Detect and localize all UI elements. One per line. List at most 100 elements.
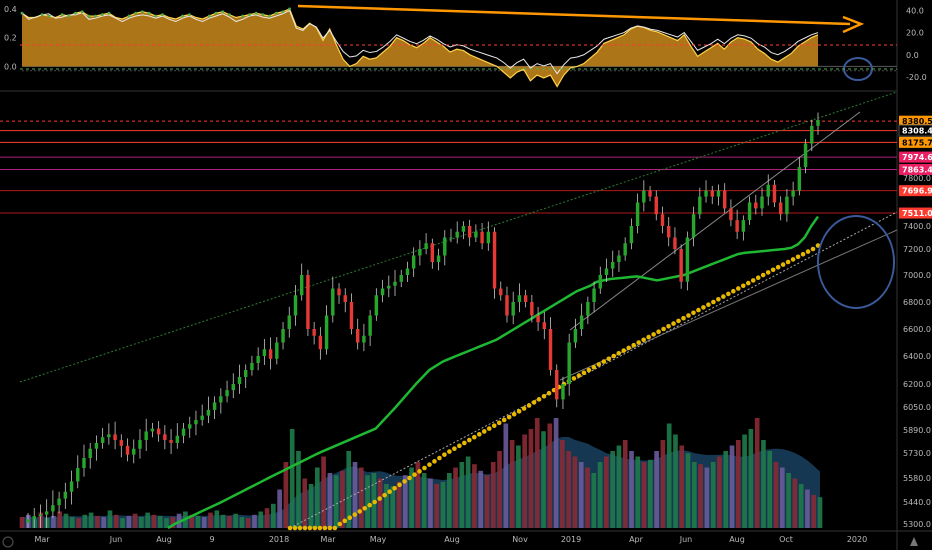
- volume-bar: [685, 453, 691, 528]
- sma-200-dot: [327, 525, 333, 531]
- volume-bar: [428, 478, 433, 528]
- indicator-peak-dot: [47, 14, 51, 18]
- sma-200-dot: [701, 305, 706, 310]
- sma-200-dot: [536, 397, 542, 402]
- candle-body: [206, 409, 211, 416]
- volume-bar: [453, 467, 458, 528]
- candle-body: [318, 335, 323, 350]
- price-tick-label: 6050.0: [903, 403, 931, 412]
- candle-body: [324, 315, 329, 350]
- scroll-up-icon[interactable]: [910, 537, 918, 546]
- indicator-peak-dot: [141, 10, 144, 14]
- candle-body: [212, 402, 217, 410]
- volume-bar: [170, 517, 176, 528]
- time-tick-label: Mar: [34, 535, 50, 544]
- sma-200-dot: [352, 512, 358, 517]
- candle-body: [760, 196, 764, 209]
- time-tick-label: Jun: [679, 535, 693, 544]
- candle-body: [188, 424, 192, 429]
- indicator-right-tick-label: -20.0: [906, 73, 927, 82]
- candle-body: [642, 190, 646, 203]
- candle-body: [94, 442, 99, 449]
- volume-bar: [710, 462, 716, 528]
- price-level-tag: [899, 136, 932, 148]
- sma-200-dot: [377, 496, 382, 501]
- candle-body: [778, 202, 783, 215]
- candle-body: [567, 342, 571, 384]
- candle-body: [623, 243, 627, 256]
- candle-body: [281, 329, 285, 343]
- candle-body: [722, 190, 727, 209]
- volume-bar: [604, 456, 609, 528]
- candle-body: [312, 329, 316, 336]
- volume-bar: [377, 478, 383, 528]
- volume-bar: [396, 481, 402, 528]
- time-tick-label: 2020: [847, 535, 867, 544]
- candle-body: [76, 468, 80, 482]
- price-axis: 7400.0 7200.0 7000.0 6800.0 6600.0 6400.0 6200…: [903, 174, 931, 529]
- sma-200-dot: [476, 432, 482, 437]
- volume-bar: [302, 478, 308, 528]
- candle-body: [517, 295, 522, 302]
- sma-200-dot: [397, 482, 402, 488]
- candle-body: [237, 377, 242, 384]
- candle-body: [704, 190, 708, 197]
- volume-bar: [233, 513, 238, 528]
- price-tick-label: 6400.0: [903, 352, 931, 361]
- volume-bar: [421, 473, 427, 528]
- price-level-lines: [0, 120, 897, 214]
- sma-200-dot: [731, 288, 736, 294]
- indicator-trend-arrow-head: [842, 15, 865, 34]
- candle-body: [181, 428, 186, 436]
- volume-bar: [660, 440, 666, 528]
- sma-200-dot: [765, 270, 771, 275]
- indicator-trend-arrow[interactable]: [297, 4, 851, 26]
- price-tick-label: 5730.0: [903, 449, 931, 458]
- volume-bar: [239, 517, 245, 528]
- time-tick-label: 9: [209, 535, 214, 544]
- price-tick-label: 5440.0: [903, 498, 931, 507]
- volume-bar: [258, 511, 264, 528]
- candle-body: [337, 288, 341, 296]
- candle-body: [150, 428, 155, 432]
- sma-200-dot: [472, 434, 477, 440]
- candle-body: [287, 315, 291, 329]
- volume-bar: [195, 515, 201, 528]
- time-axis: Mar Jun Aug 9 2018 Mar May Aug Nov 2019 Apr Jun Aug O…: [34, 535, 867, 544]
- indicator-peak-dot: [261, 13, 265, 17]
- candle-body: [492, 231, 497, 289]
- candle-body: [474, 231, 478, 238]
- sma-200-dot: [711, 299, 716, 305]
- volume-bar: [132, 513, 138, 528]
- indicator-right-axis: 40.0 20.0 0.0 -20.0: [906, 6, 927, 81]
- volume-bar: [817, 497, 823, 528]
- volume-bar: [622, 440, 628, 528]
- volume-bar: [76, 518, 81, 528]
- sma-200-dot: [342, 518, 348, 524]
- sma-200-dot: [312, 525, 318, 531]
- volume-bar: [465, 456, 471, 528]
- volume-bar: [277, 489, 282, 528]
- indicator-peak-dot: [214, 11, 218, 15]
- candle-body: [729, 208, 733, 221]
- volume-bar: [761, 440, 766, 528]
- volume-bar: [95, 515, 100, 528]
- price-level-tag-label: 7863.4: [902, 165, 932, 174]
- sma-200-dot: [726, 291, 731, 297]
- volume-bar: [44, 518, 50, 528]
- price-level-tag-label: 7696.9: [902, 187, 932, 196]
- indicator-peak-dot: [227, 13, 231, 17]
- price-circle-annotation[interactable]: [817, 215, 895, 309]
- volume-bar: [459, 462, 465, 528]
- candle-body: [629, 226, 634, 244]
- sma-200-dot: [417, 469, 422, 474]
- price-level-tag: [898, 124, 932, 137]
- price-mini-tick-label: 7800.0: [903, 174, 931, 183]
- volume-bar: [214, 510, 220, 528]
- sma-200-dot: [696, 307, 701, 313]
- volume-bar: [673, 434, 678, 528]
- volume-bar: [490, 462, 496, 528]
- candle-body: [113, 434, 117, 441]
- indicator-peak-dot: [274, 11, 278, 15]
